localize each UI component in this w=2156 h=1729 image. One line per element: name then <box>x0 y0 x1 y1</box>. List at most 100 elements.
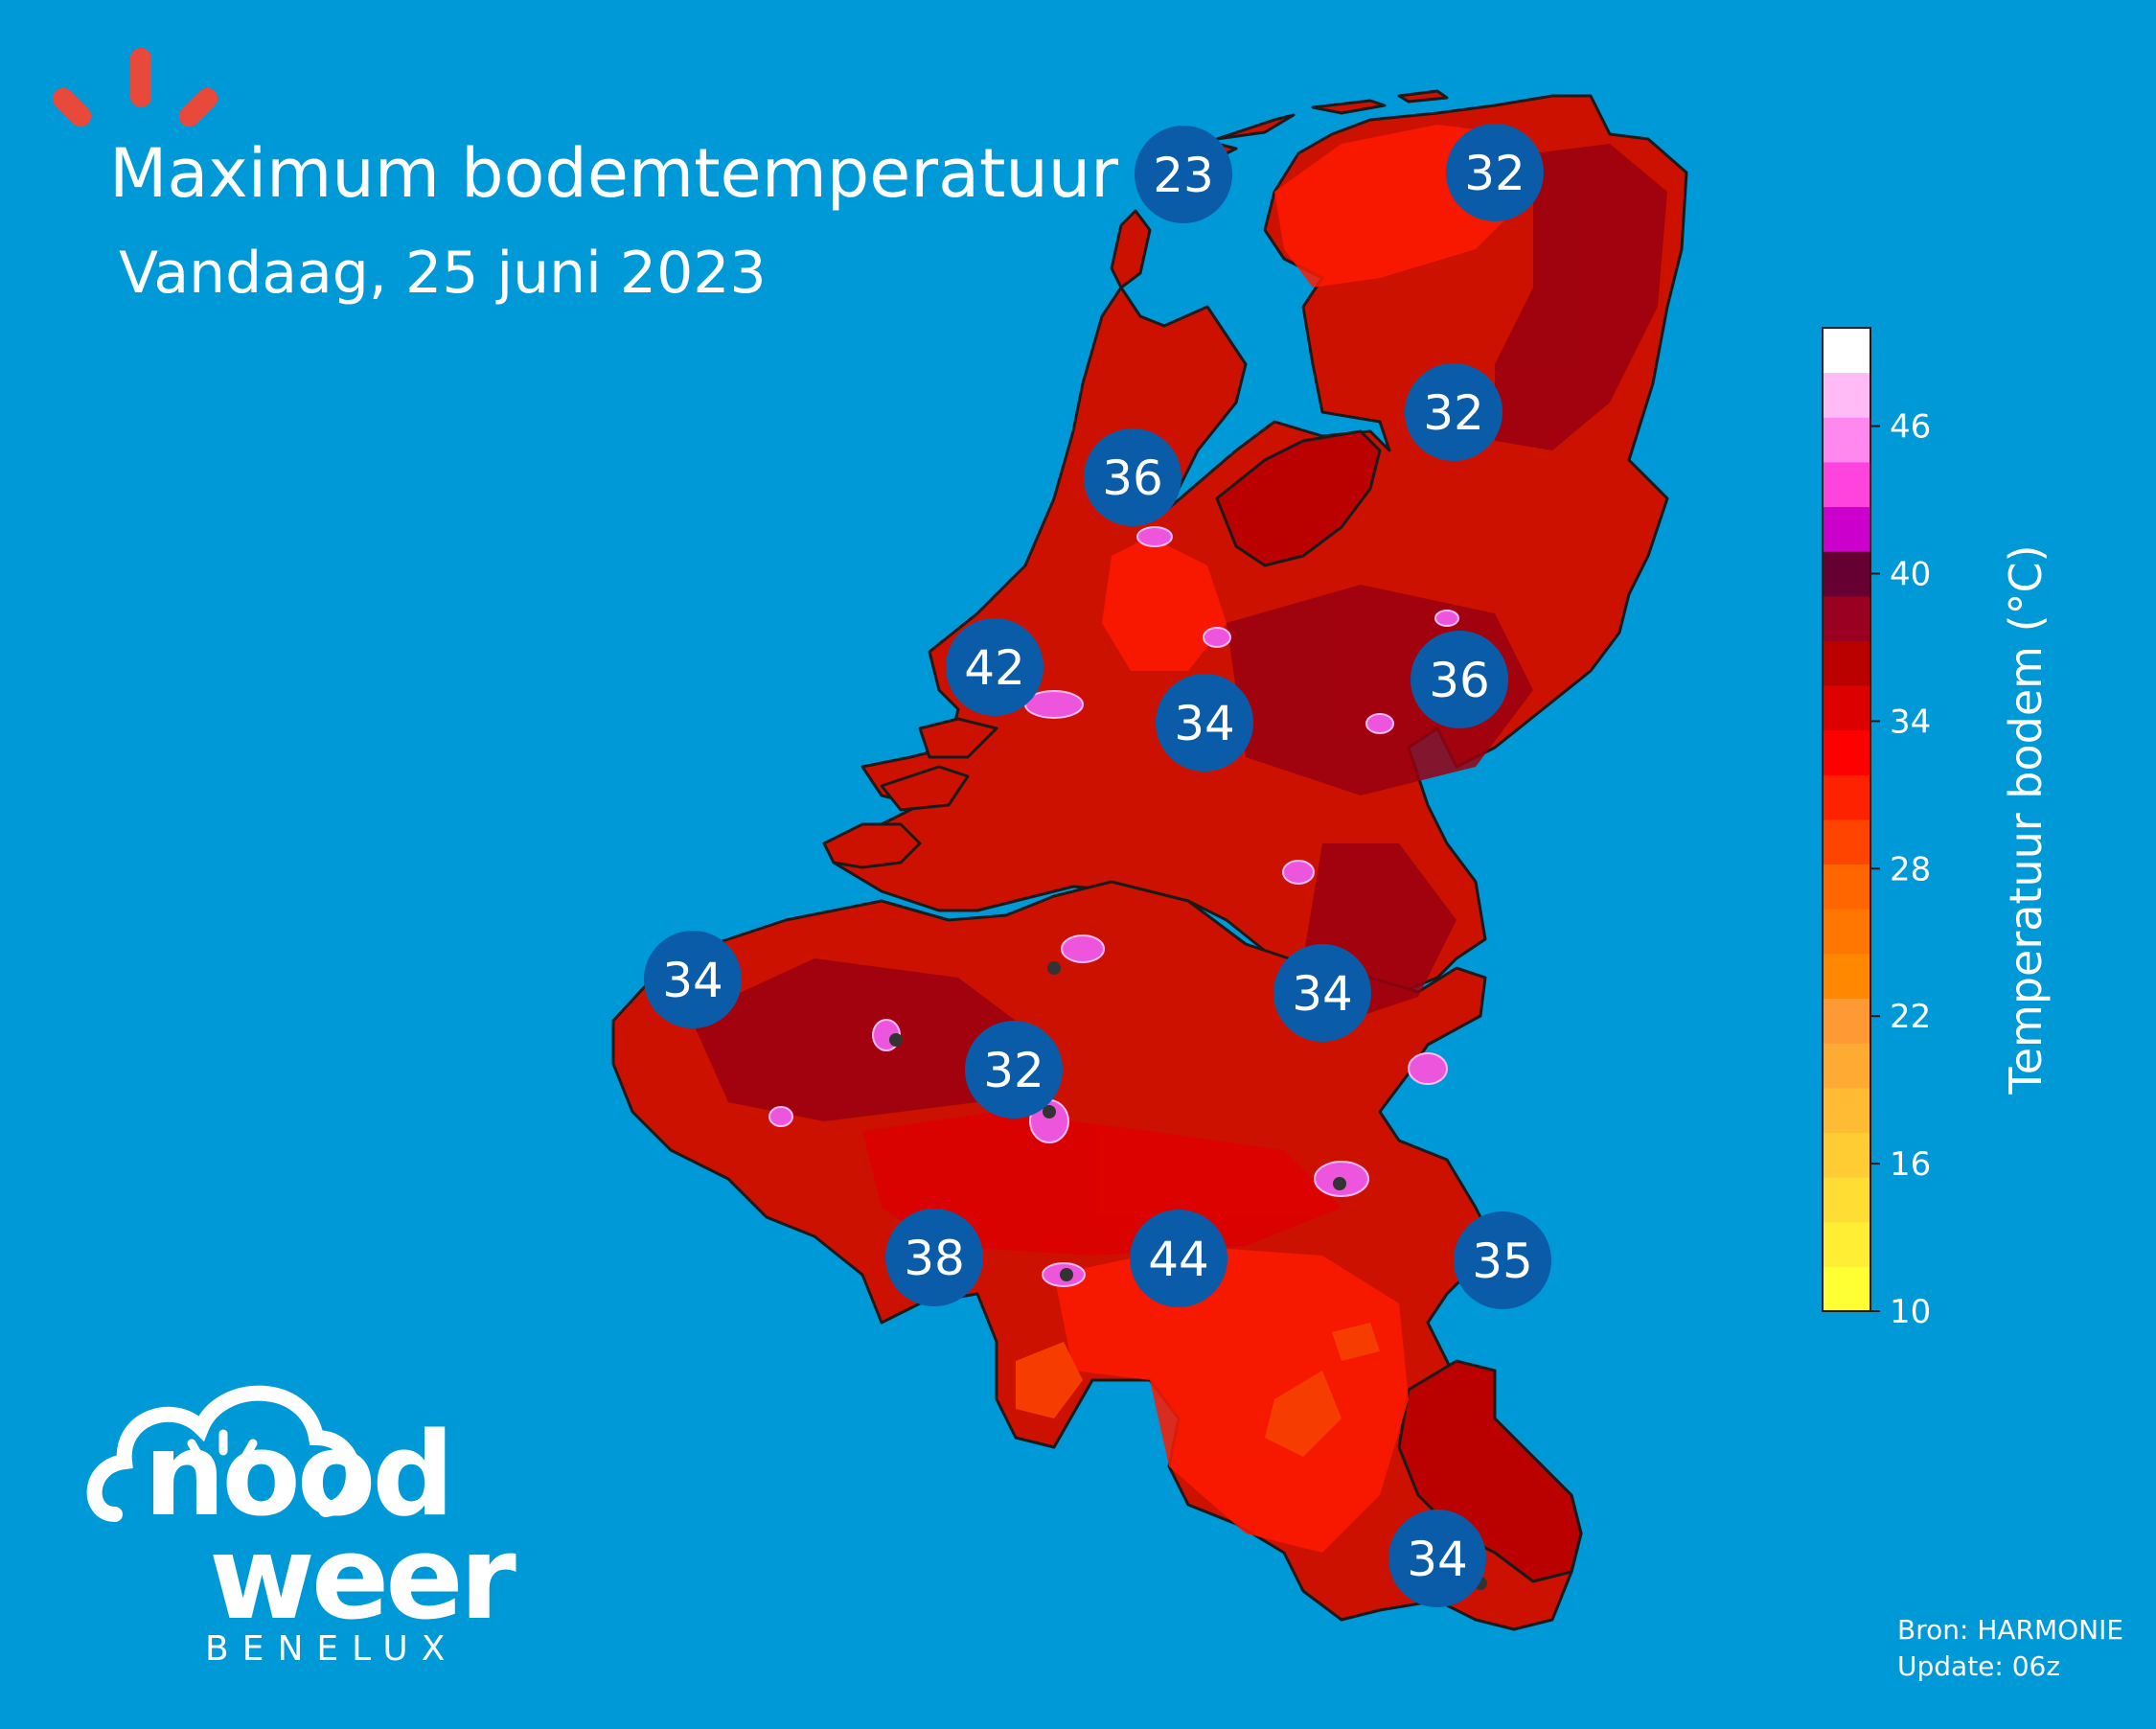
update-line: Update: 06z <box>1897 1650 2061 1682</box>
temperature-badge <box>1411 631 1508 728</box>
temperature-badge-value: 44 <box>1148 1232 1209 1287</box>
hotspot-nijmegen <box>1434 610 1459 627</box>
temperature-badge-value: 34 <box>1174 696 1235 751</box>
temperature-badge-value: 34 <box>1292 966 1353 1022</box>
temperature-badge <box>1273 944 1371 1042</box>
temperature-badge <box>885 1209 983 1306</box>
city-dot-charleroi <box>1060 1268 1073 1281</box>
patch-ardennes-orange <box>1016 1323 1380 1457</box>
urban-hot-spots <box>768 526 1459 1287</box>
colorbar-tick-label: 10 <box>1890 1293 1931 1331</box>
temperature-badge <box>1084 428 1181 526</box>
hotspot-utrecht <box>1203 627 1231 648</box>
logo-word-nood: nood <box>144 1409 454 1542</box>
source-line: Bron: HARMONIE <box>1897 1614 2124 1646</box>
colorbar-tick-label: 22 <box>1890 998 1931 1036</box>
city-dot-antwerp <box>1047 961 1061 975</box>
colorbar-segment <box>1823 774 1870 820</box>
colorbar-title: Temperatuur bodem (°C) <box>2000 544 2052 1095</box>
colorbar-segment <box>1823 551 1870 597</box>
city-dot-gent <box>889 1033 903 1047</box>
temperature-badge <box>1446 124 1544 221</box>
colorbar-tick-label: 34 <box>1890 703 1931 741</box>
temperature-badge <box>1405 363 1502 461</box>
hotspot-amsterdam <box>1136 526 1173 547</box>
page-title: Maximum bodemtemperatuur <box>109 134 1118 213</box>
temperature-badge-value: 32 <box>983 1043 1044 1098</box>
colorbar-tick-label: 40 <box>1890 556 1931 594</box>
colorbar-segment <box>1823 909 1870 955</box>
hotspot-kortrijk <box>768 1106 793 1127</box>
page-subtitle: Vandaag, 25 juni 2023 <box>119 240 767 307</box>
colorbar-segment <box>1823 729 1870 775</box>
temperature-badge-value: 42 <box>964 640 1025 696</box>
colorbar-segment <box>1823 328 1870 374</box>
wadden-island-texel <box>1110 209 1152 289</box>
temperature-badge <box>644 931 742 1028</box>
temperature-badge-value: 34 <box>1407 1532 1468 1587</box>
temperature-badge <box>946 618 1044 716</box>
temperature-badge <box>1156 674 1253 772</box>
colorbar-segment <box>1823 685 1870 731</box>
temperature-badge-value: 32 <box>1464 146 1525 201</box>
colorbar-frame <box>1822 327 1871 1312</box>
temperature-badge-value: 35 <box>1472 1233 1533 1289</box>
colorbar-segment <box>1823 1266 1870 1312</box>
temperature-badge-value: 34 <box>662 953 723 1008</box>
hotspot-eindhoven <box>1282 860 1315 885</box>
colorbar-tick-label: 28 <box>1890 850 1931 888</box>
hotspot-maastricht <box>1408 1052 1448 1085</box>
wadden-island-ameland <box>1311 99 1387 115</box>
colorbar-segment <box>1823 998 1870 1044</box>
flevoland-region <box>1215 429 1382 567</box>
logo-word-weer: weer <box>209 1512 516 1646</box>
zeeland-islands <box>822 717 998 869</box>
colorbar-segment <box>1823 1221 1870 1267</box>
temperature-badge-value: 38 <box>904 1231 965 1286</box>
patch-wallonia-mid <box>862 1112 1342 1256</box>
temperature-badge <box>1454 1211 1551 1309</box>
colorbar-segment <box>1823 1043 1870 1089</box>
logo-word-benelux: BENELUX <box>205 1629 459 1669</box>
colorbar-segment <box>1823 372 1870 418</box>
wadden-island-terschelling <box>1215 113 1296 141</box>
patch-flanders-dark <box>690 958 1035 1121</box>
patch-ardennes-bright <box>1054 1246 1409 1553</box>
city-dot-brussels <box>1043 1105 1056 1118</box>
colorbar-tick-label: 16 <box>1890 1145 1931 1184</box>
colorbar-segment <box>1823 1177 1870 1223</box>
temperature-badge-value: 32 <box>1423 385 1484 441</box>
temperature-badge <box>1388 1510 1486 1607</box>
cloud-logo-icon <box>86 1385 361 1522</box>
temperature-badge-value: 36 <box>1429 653 1490 708</box>
temperature-patches <box>690 125 1667 1553</box>
temperature-badge <box>1135 126 1232 223</box>
colorbar-segment <box>1823 819 1870 865</box>
temperature-badges: 23 32 32 36 42 34 36 34 34 32 38 44 35 34 <box>644 124 1551 1607</box>
luxembourg-region <box>1397 1359 1583 1583</box>
city-dot-liege <box>1333 1177 1346 1190</box>
sun-rays-icon <box>52 48 218 127</box>
colorbar-tick-label: 46 <box>1890 408 1931 447</box>
colorbar-segment <box>1823 506 1870 552</box>
colorbar-segment <box>1823 1132 1870 1178</box>
colorbar-segment <box>1823 640 1870 686</box>
hotspot-arnhem <box>1365 713 1394 734</box>
colorbar-segment <box>1823 417 1870 463</box>
colorbar-segment <box>1823 1087 1870 1133</box>
temperature-badge <box>965 1021 1063 1118</box>
source-info: Bron: HARMONIE Update: 06z <box>1897 1612 2123 1685</box>
colorbar: 10 16 22 28 34 40 46 Temperatuur bodem (°C) <box>1822 327 2052 1331</box>
temperature-badge-value: 23 <box>1153 148 1214 203</box>
temperature-badge-value: 36 <box>1102 450 1163 506</box>
colorbar-segment <box>1823 953 1870 1000</box>
temperature-badge <box>1130 1210 1227 1307</box>
colorbar-segment <box>1823 595 1870 641</box>
patch-noordholland-bright <box>1102 537 1227 671</box>
colorbar-segment <box>1823 461 1870 508</box>
patch-groningen-dark <box>1495 144 1667 450</box>
hotspot-antwerp <box>1061 934 1105 963</box>
colorbar-segment <box>1823 864 1870 910</box>
